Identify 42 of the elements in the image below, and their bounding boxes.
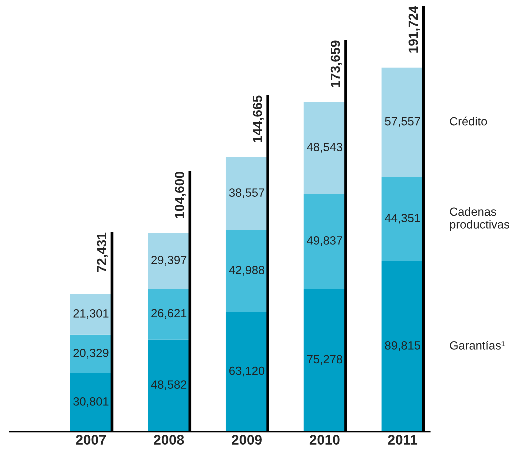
total-label: 72,431: [97, 232, 108, 272]
bar: [304, 289, 346, 432]
total-label: 144,665: [252, 96, 264, 142]
data-label: 29,397: [152, 256, 187, 266]
text: Garantías¹: [450, 341, 506, 350]
data-label: 20,329: [74, 348, 109, 359]
data-label: 48,582: [151, 380, 187, 390]
x-tick-label: 2007: [76, 435, 106, 445]
bar: [226, 312, 268, 432]
bar: [70, 373, 112, 432]
bar: [382, 261, 424, 432]
bar: [148, 289, 190, 340]
bar: [226, 157, 268, 230]
data-label: 42,988: [229, 266, 265, 276]
bar: [226, 230, 268, 312]
total-label: 191,724: [408, 6, 420, 53]
data-label: 57,557: [385, 117, 420, 128]
data-label: 30,801: [74, 398, 109, 408]
x-tick-label: 2010: [310, 435, 340, 445]
data-label: 21,301: [74, 309, 109, 320]
bar: [70, 294, 112, 335]
total-label: 104,600: [175, 172, 186, 218]
data-label: 48,543: [307, 143, 342, 153]
bar: [70, 334, 112, 374]
bar: [148, 233, 190, 290]
data-label: 26,621: [152, 309, 187, 320]
x-tick-label: 2009: [232, 435, 262, 445]
data-label: 89,815: [385, 342, 420, 352]
bar: [382, 177, 424, 262]
data-label: 44,351: [385, 214, 420, 224]
data-label: 38,557: [229, 188, 264, 198]
x-tick-label: 2011: [388, 435, 418, 445]
bar: [148, 340, 190, 432]
text: Crédito: [450, 116, 488, 126]
bar: [304, 102, 346, 194]
data-label: 49,837: [307, 236, 342, 246]
data-label: 75,278: [307, 355, 342, 366]
data-label: 63,120: [230, 366, 265, 377]
total-label: 173,659: [330, 40, 342, 88]
bar: [382, 68, 424, 178]
x-tick-label: 2008: [154, 435, 184, 445]
bar: [304, 194, 346, 290]
